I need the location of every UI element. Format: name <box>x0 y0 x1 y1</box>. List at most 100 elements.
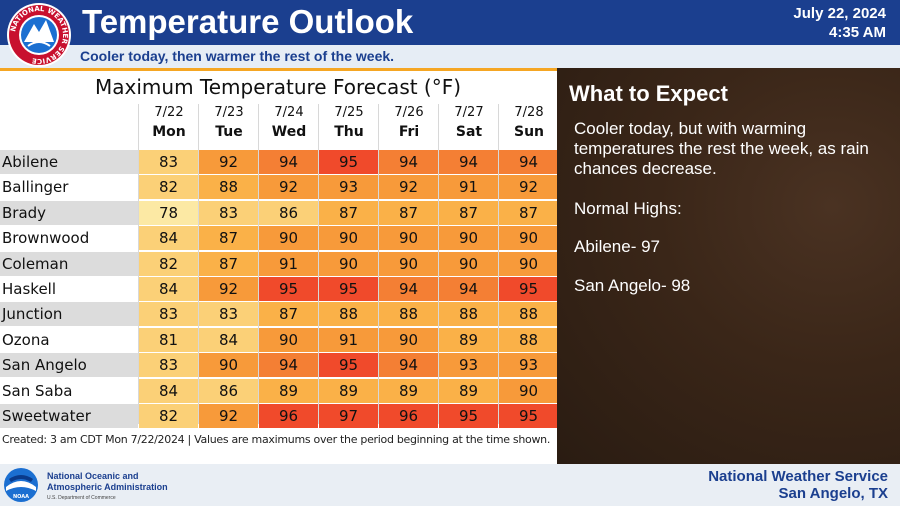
city-name: Haskell <box>0 277 138 301</box>
temp-cell: 87 <box>499 200 558 225</box>
noaa-name: National Oceanic and Atmospheric Adminis… <box>47 471 168 493</box>
temp-cell: 82 <box>139 251 198 276</box>
noaa-name-line2: Atmospheric Administration <box>47 482 168 492</box>
normal-highs-label: Normal Highs: <box>574 199 682 218</box>
temp-cell: 95 <box>259 277 318 301</box>
temp-cell: 88 <box>499 327 558 352</box>
column-date: 7/25 <box>334 105 364 120</box>
column-weekday: Thu <box>334 124 364 140</box>
noaa-name-line1: National Oceanic and <box>47 471 139 481</box>
column-header-tue: 7/23 Tue <box>199 104 259 148</box>
city-name: San Saba <box>0 378 138 403</box>
column-divider <box>438 104 439 424</box>
column-header-sun: 7/28 Sun <box>499 104 559 148</box>
temp-cell: 92 <box>199 277 258 301</box>
column-weekday: Tue <box>215 124 243 140</box>
temp-cell: 92 <box>199 150 258 174</box>
column-date: 7/27 <box>454 105 484 120</box>
noaa-dept: U.S. Department of Commerce <box>47 495 116 501</box>
temp-cell: 96 <box>379 404 438 428</box>
column-header-sat: 7/27 Sat <box>439 104 499 148</box>
city-name: Ballinger <box>0 175 138 200</box>
svg-text:NOAA: NOAA <box>13 494 29 500</box>
temp-cell: 82 <box>139 404 198 428</box>
temp-cell: 86 <box>199 378 258 403</box>
subtitle: Cooler today, then warmer the rest of th… <box>80 48 395 64</box>
table-footnote: Created: 3 am CDT Mon 7/22/2024 | Values… <box>2 433 551 446</box>
temp-cell: 87 <box>199 226 258 251</box>
table-row: Sweetwater 82 92 96 97 96 95 95 <box>0 404 558 429</box>
temp-cell: 83 <box>199 200 258 225</box>
temp-cell: 93 <box>319 175 378 200</box>
column-header-fri: 7/26 Fri <box>379 104 439 148</box>
temp-cell: 90 <box>379 226 438 251</box>
temp-cell: 95 <box>499 404 558 428</box>
city-name: Coleman <box>0 251 138 276</box>
temp-cell: 95 <box>319 150 378 174</box>
temp-cell: 89 <box>319 378 378 403</box>
subheader-bar: Cooler today, then warmer the rest of th… <box>0 45 900 68</box>
table-row: Haskell 84 92 95 95 94 94 95 <box>0 277 558 302</box>
table-row: Ballinger 82 88 92 93 92 91 92 <box>0 175 558 200</box>
temp-cell: 87 <box>259 302 318 327</box>
column-date: 7/28 <box>514 105 544 120</box>
temp-cell: 90 <box>439 226 498 251</box>
forecast-table: Maximum Temperature Forecast (°F) 7/22 Mo… <box>0 68 559 464</box>
column-header-thu: 7/25 Thu <box>319 104 379 148</box>
column-date: 7/26 <box>394 105 424 120</box>
page-title: Temperature Outlook <box>82 3 414 40</box>
normal-high-abilene: Abilene- 97 <box>574 237 661 256</box>
temp-cell: 90 <box>259 226 318 251</box>
header-bar: Temperature Outlook July 22, 2024 4:35 A… <box>0 0 900 45</box>
table-row: Brady 78 83 86 87 87 87 87 <box>0 200 558 226</box>
temp-cell: 84 <box>139 226 198 251</box>
temp-cell: 90 <box>439 251 498 276</box>
noaa-logo-icon: NOAA <box>4 468 38 502</box>
column-header-mon: 7/22 Mon <box>139 104 199 148</box>
expect-summary: Cooler today, but with warming temperatu… <box>574 119 869 178</box>
temp-cell: 94 <box>259 353 318 378</box>
column-weekday: Mon <box>152 124 186 140</box>
temp-cell: 92 <box>259 175 318 200</box>
temp-cell: 88 <box>379 302 438 327</box>
temp-cell: 84 <box>139 277 198 301</box>
temp-cell: 95 <box>319 353 378 378</box>
temp-cell: 91 <box>439 175 498 200</box>
temp-cell: 90 <box>499 226 558 251</box>
column-divider <box>318 104 319 424</box>
temp-cell: 87 <box>199 251 258 276</box>
city-name: Sweetwater <box>0 404 138 428</box>
office-line1: National Weather Service <box>708 468 888 485</box>
column-date: 7/23 <box>214 105 244 120</box>
temp-cell: 83 <box>139 302 198 327</box>
temp-cell: 95 <box>319 277 378 301</box>
table-row: San Saba 84 86 89 89 89 89 90 <box>0 378 558 404</box>
column-date: 7/24 <box>274 105 304 120</box>
temp-cell: 83 <box>139 353 198 378</box>
table-row: Junction 83 83 87 88 88 88 88 <box>0 302 558 327</box>
temp-cell: 87 <box>379 200 438 225</box>
temp-cell: 90 <box>259 327 318 352</box>
temp-cell: 87 <box>319 200 378 225</box>
table-row: Coleman 82 87 91 90 90 90 90 <box>0 251 558 277</box>
column-weekday: Sun <box>513 124 545 140</box>
temp-cell: 83 <box>139 150 198 174</box>
temp-cell: 95 <box>439 404 498 428</box>
temp-cell: 89 <box>439 327 498 352</box>
temp-cell: 93 <box>439 353 498 378</box>
normal-high-san-angelo: San Angelo- 98 <box>574 276 691 295</box>
temp-cell: 89 <box>379 378 438 403</box>
temp-cell: 88 <box>319 302 378 327</box>
expect-title: What to Expect <box>569 81 728 106</box>
column-header-wed: 7/24 Wed <box>259 104 319 148</box>
temp-cell: 90 <box>499 251 558 276</box>
temp-cell: 89 <box>439 378 498 403</box>
temp-cell: 94 <box>259 150 318 174</box>
temp-cell: 94 <box>439 277 498 301</box>
temp-cell: 92 <box>379 175 438 200</box>
temp-cell: 87 <box>439 200 498 225</box>
city-name: Abilene <box>0 150 138 174</box>
issue-time: 4:35 AM <box>829 24 886 41</box>
temp-cell: 94 <box>499 150 558 174</box>
city-name: Ozona <box>0 327 138 352</box>
